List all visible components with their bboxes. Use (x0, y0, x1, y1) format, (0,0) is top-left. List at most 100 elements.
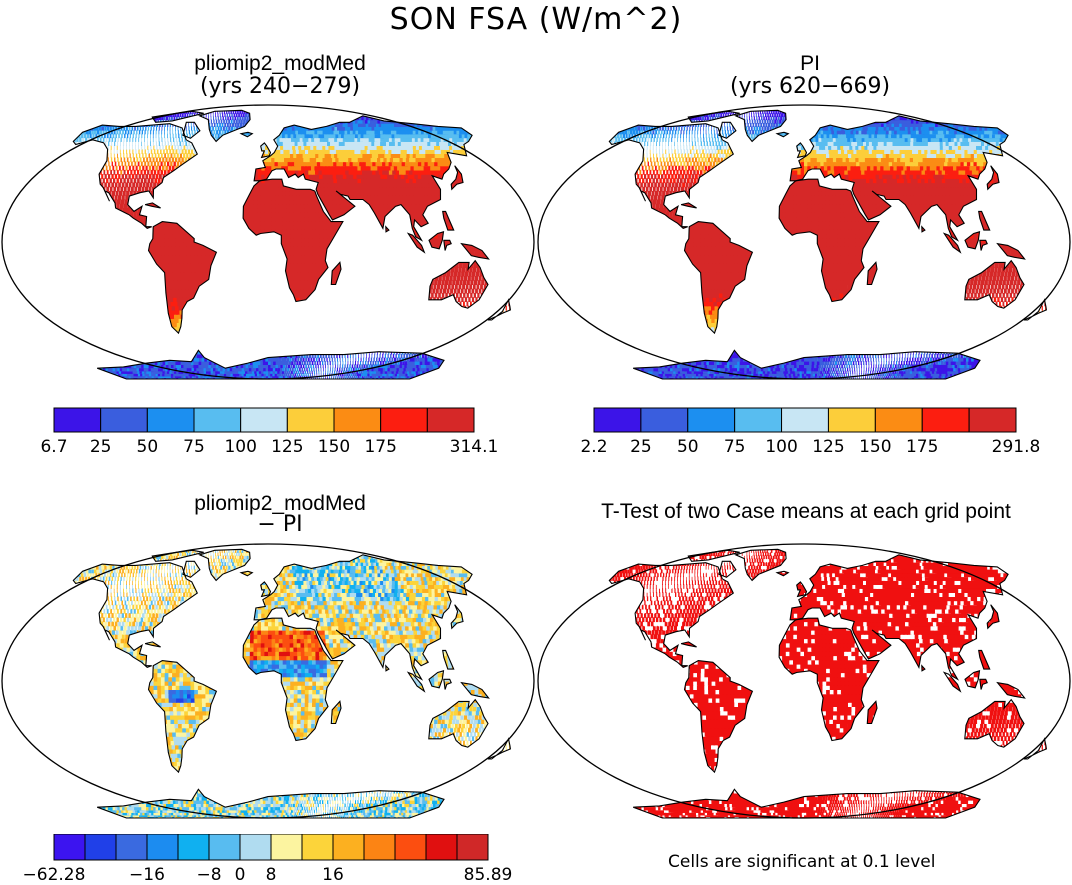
grid-cell (60, 339, 68, 344)
grid-cell (187, 254, 192, 260)
grid-cell (339, 364, 341, 369)
figure-title: SON FSA (W/m^2) (0, 2, 1072, 37)
grid-cell (387, 367, 391, 372)
grid-cell (349, 353, 351, 359)
grid-cell (169, 267, 174, 273)
grid-cell (437, 357, 442, 362)
grid-cell (401, 377, 406, 379)
grid-cell (335, 375, 337, 378)
grid-cell (309, 373, 311, 377)
grid-cell (410, 367, 415, 372)
grid-cell (259, 377, 263, 379)
grid-cell (380, 375, 383, 378)
grid-cell (445, 276, 450, 281)
grid-cell (303, 293, 308, 298)
grid-cell (234, 373, 239, 377)
grid-cell (286, 263, 291, 268)
grid-cell (460, 288, 464, 294)
grid-cell (319, 267, 324, 273)
grid-cell (320, 373, 322, 377)
grid-cell (311, 370, 313, 374)
grid-cell (325, 375, 326, 378)
grid-cell (229, 375, 234, 378)
grid-cell (342, 357, 344, 362)
grid-cell (202, 276, 208, 281)
grid-cell (425, 364, 431, 369)
grid-cell (73, 346, 75, 351)
grid-cell (505, 305, 507, 311)
grid-cell (104, 353, 112, 359)
grid-cell (239, 367, 244, 372)
grid-cell (301, 361, 304, 365)
grid-cell (341, 353, 343, 359)
grid-cell (167, 301, 173, 307)
grid-cell (387, 353, 389, 359)
grid-cell (82, 353, 91, 359)
grid-cell (300, 271, 305, 277)
grid-cell (391, 377, 396, 379)
grid-cell (400, 353, 403, 359)
grid-cell (188, 276, 193, 281)
grid-cell (170, 314, 176, 319)
grid-cell (396, 367, 401, 372)
grid-cell (392, 373, 397, 377)
grid-cell (456, 293, 459, 298)
grid-cell (327, 364, 329, 369)
grid-cell (453, 276, 457, 281)
grid-cell (423, 364, 428, 369)
grid-cell (442, 276, 446, 281)
grid-cell (301, 254, 306, 260)
grid-cell (349, 375, 351, 378)
grid-cell (73, 342, 79, 347)
grid-cell (461, 267, 466, 273)
grid-cell (442, 346, 445, 351)
grid-cell (456, 353, 460, 359)
grid-cell (347, 353, 349, 359)
grid-cell (327, 367, 329, 372)
grid-cell (339, 353, 341, 359)
grid-cell (79, 353, 89, 359)
grid-cell (457, 288, 461, 294)
grid-cell (329, 370, 331, 374)
grid-cell (283, 361, 286, 365)
grid-cell (284, 367, 287, 372)
grid-cell (378, 357, 381, 362)
grid-cell (294, 373, 297, 377)
grid-cell (308, 267, 313, 273)
grid-cell (79, 342, 88, 347)
grid-cell (477, 330, 480, 336)
grid-cell (51, 339, 59, 344)
grid-cell (290, 254, 295, 260)
panel-3-subtitle: − PI (30, 512, 530, 537)
grid-cell (296, 361, 299, 365)
grid-cell (463, 276, 468, 281)
grid-cell (471, 330, 474, 336)
grid-cell (62, 343, 71, 347)
grid-cell (325, 377, 326, 379)
grid-cell (386, 357, 389, 362)
grid-cell (345, 357, 346, 362)
grid-cell (11, 289, 17, 294)
grid-cell (202, 263, 207, 268)
grid-cell (369, 370, 372, 374)
grid-cell (372, 375, 375, 378)
grid-cell (192, 284, 198, 290)
grid-cell (250, 361, 254, 365)
grid-cell (93, 361, 102, 365)
grid-cell (183, 263, 189, 268)
grid-cell (121, 361, 130, 365)
grid-cell (395, 377, 400, 379)
grid-cell (392, 353, 395, 359)
grid-cell (57, 331, 65, 336)
grid-cell (332, 377, 334, 379)
grid-cell (419, 357, 423, 362)
grid-cell (294, 357, 297, 362)
grid-cell (15, 297, 21, 302)
grid-cell (166, 271, 171, 277)
grid-cell (458, 284, 462, 290)
grid-cell (113, 361, 122, 365)
grid-cell (252, 373, 256, 377)
grid-cell (409, 357, 412, 362)
grid-cell (388, 373, 393, 377)
grid-cell (421, 367, 427, 372)
